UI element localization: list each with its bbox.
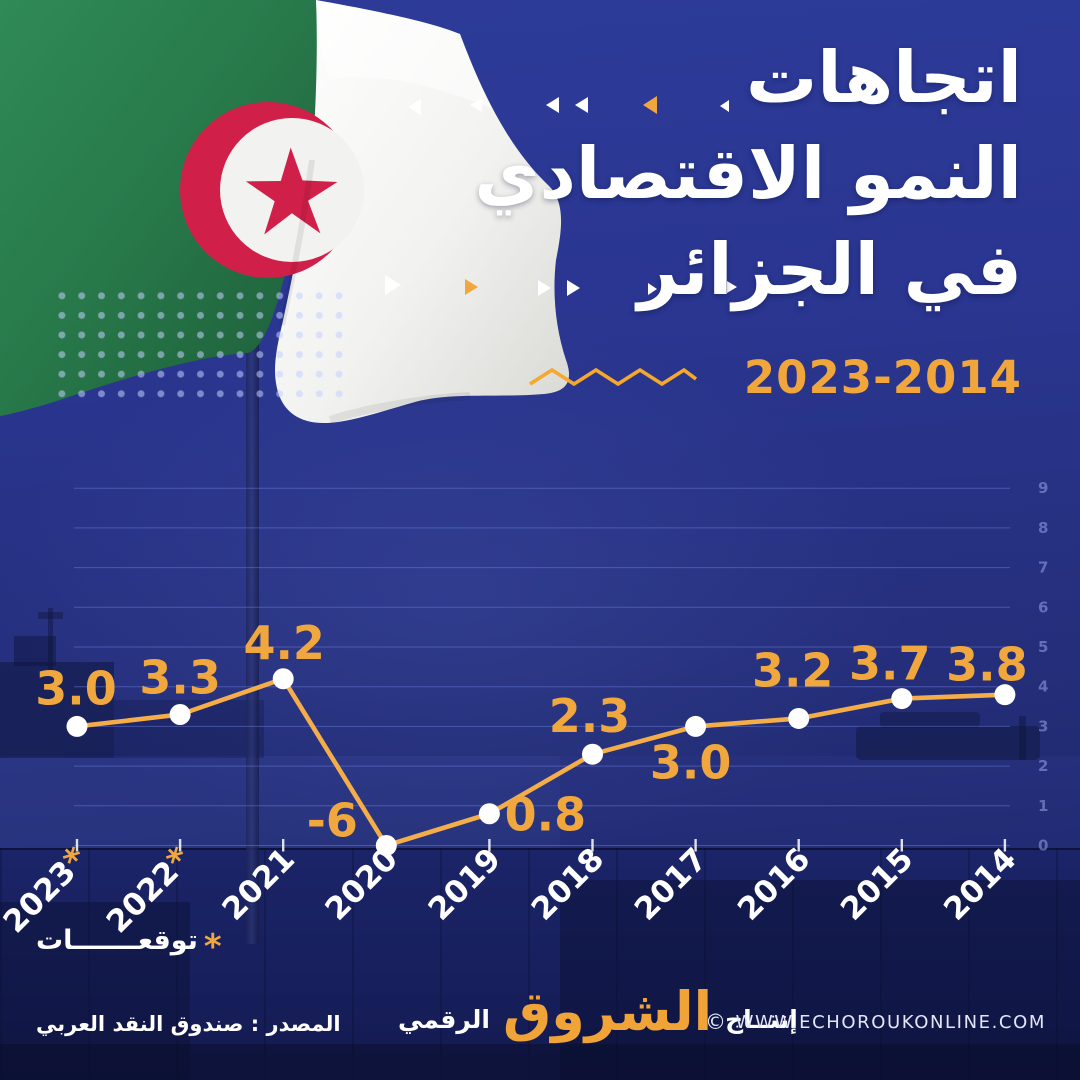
production-label: إنتــاج — [725, 1004, 798, 1034]
x-axis-year-label: 2019 — [422, 841, 508, 927]
triangle-right-icon — [648, 283, 657, 295]
title-line-1: اتجاهات — [745, 36, 1022, 119]
growth-line-series — [74, 676, 1008, 848]
asterisk-icon: * — [203, 926, 222, 967]
y-axis-tick-label: 4 — [1038, 678, 1048, 696]
svg-text:2021: 2021 — [215, 841, 301, 927]
copyright-icon: © — [705, 1010, 728, 1034]
data-point-marker — [169, 703, 191, 725]
data-point-marker — [272, 668, 294, 690]
title-line-3: في الجزائر — [637, 228, 1022, 311]
dot-pattern — [52, 286, 352, 406]
y-axis-tick-label: 3 — [1038, 717, 1048, 735]
page-title: اتجاهات النمو الاقتصادي في الجزائر — [474, 30, 1022, 318]
copyright: © WWW.ECHOROUKONLINE.COM — [705, 1010, 1046, 1034]
triangle-right-icon — [567, 280, 580, 296]
svg-text:2017: 2017 — [628, 841, 714, 927]
svg-text:2015: 2015 — [834, 841, 920, 927]
data-point-marker — [788, 707, 810, 729]
y-axis-tick-label: 1 — [1038, 797, 1048, 815]
data-point-marker — [375, 835, 397, 856]
data-point-value-label: 4.2 — [243, 616, 325, 670]
triangle-left-icon — [546, 97, 559, 113]
data-point-value-label: -6 — [307, 794, 358, 848]
y-axis-tick-label: 2 — [1038, 757, 1048, 775]
triangle-right-icon — [465, 279, 478, 295]
triangle-left-icon — [720, 100, 729, 112]
svg-text:2019: 2019 — [422, 841, 508, 927]
forecast-footnote-text: توقعـــــــات — [36, 925, 198, 956]
x-axis-year-label: 2017 — [628, 841, 714, 927]
dock-silhouette — [0, 756, 560, 850]
y-axis-tick-label: 6 — [1038, 598, 1048, 616]
data-point-value-label: 3.0 — [650, 735, 732, 789]
data-point-value-label: 3.0 — [35, 661, 117, 715]
y-axis-tick-label: 7 — [1038, 559, 1048, 577]
digital-label: الرقمي — [398, 1004, 490, 1034]
title-line-2: النمو الاقتصادي — [474, 132, 1022, 215]
flag-crescent-and-star — [180, 102, 364, 278]
period-row: 2023-2014 — [528, 351, 1022, 404]
data-point-marker — [994, 684, 1016, 706]
x-axis-year-label: 2015 — [834, 841, 920, 927]
triangle-right-icon — [727, 281, 737, 293]
x-axis-year-label: 2016 — [731, 841, 817, 927]
triangle-right-icon — [385, 275, 401, 295]
triangle-left-icon — [575, 97, 588, 113]
flag-pole — [246, 342, 259, 944]
x-axis-year-label: 2018 — [525, 841, 611, 927]
period-label: 2023-2014 — [743, 351, 1022, 404]
source-note: المصدر : صندوق النقد العربي — [36, 1012, 341, 1036]
svg-text:2020: 2020 — [318, 841, 404, 927]
triangle-left-icon — [408, 99, 421, 115]
svg-text:2018: 2018 — [525, 841, 611, 927]
data-point-marker — [478, 803, 500, 825]
x-axis-year-label: 2014 — [937, 841, 1023, 927]
svg-text:2014: 2014 — [937, 841, 1023, 927]
data-point-value-label: 2.3 — [549, 689, 631, 743]
x-axis-year-label: 2020 — [318, 841, 404, 927]
echorouk-logo: الشروق — [502, 980, 713, 1043]
data-point-marker — [891, 688, 913, 710]
water-silhouette — [560, 756, 1080, 850]
copyright-url: WWW.ECHOROUKONLINE.COM — [735, 1011, 1046, 1033]
y-axis-tick-label: 8 — [1038, 519, 1048, 537]
y-axis-tick-label: 0 — [1038, 837, 1048, 855]
triangle-right-icon — [538, 280, 551, 296]
svg-text:2016: 2016 — [731, 841, 817, 927]
data-point-marker — [582, 743, 603, 765]
x-axis-year-label: 2021 — [215, 841, 301, 927]
container-strip — [0, 1044, 1080, 1080]
data-point-value-label: 0.8 — [505, 788, 587, 842]
footer-brand: إنتــاج الشروق الرقمي — [398, 982, 798, 1042]
container-yard-silhouette — [0, 848, 1080, 1080]
data-point-value-label: 3.2 — [752, 643, 834, 697]
y-axis-tick-label: 5 — [1038, 638, 1048, 656]
y-axis-tick-label: 9 — [1038, 479, 1048, 497]
data-point-value-label: 3.8 — [946, 638, 1028, 692]
data-point-marker — [685, 715, 707, 737]
forecast-footnote: * توقعـــــــات — [36, 925, 222, 967]
data-point-value-label: 3.3 — [139, 650, 221, 704]
triangle-left-icon — [643, 96, 657, 114]
triangle-left-icon — [470, 98, 482, 112]
flag-star — [245, 147, 338, 235]
data-point-value-label: 3.7 — [849, 637, 931, 691]
data-point-marker — [66, 715, 88, 737]
zigzag-icon — [528, 367, 697, 386]
